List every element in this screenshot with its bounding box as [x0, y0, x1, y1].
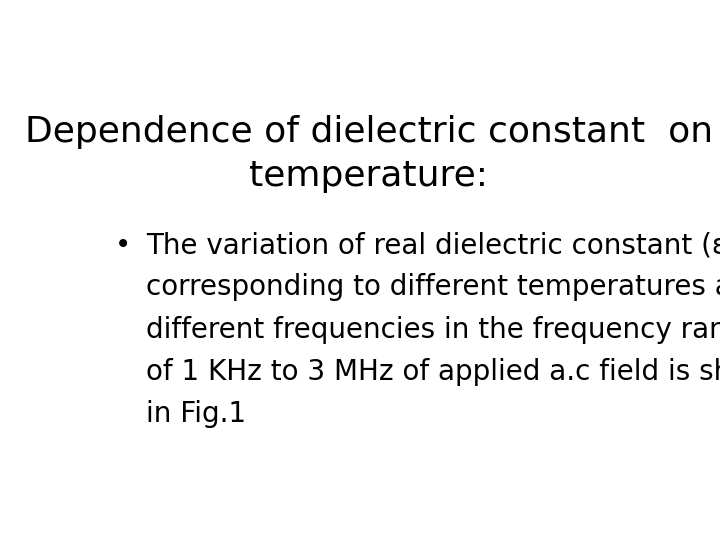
Text: The variation of real dielectric constant (ε')
corresponding to different temper: The variation of real dielectric constan…: [145, 231, 720, 428]
Text: Dependence of dielectric constant  on
temperature:: Dependence of dielectric constant on tem…: [25, 114, 713, 193]
Text: •: •: [115, 231, 131, 259]
